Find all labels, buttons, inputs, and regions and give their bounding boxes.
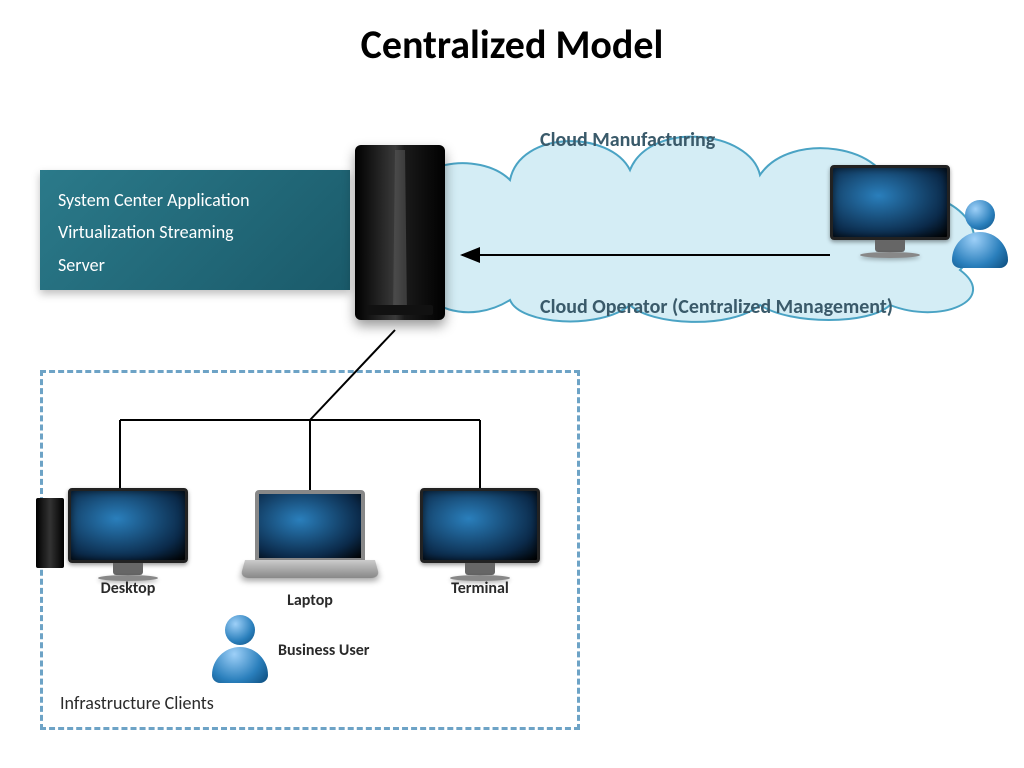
monitor-screen-icon [830, 165, 950, 240]
server-box-line2: Virtualization Streaming [58, 216, 332, 248]
operator-user-icon [950, 200, 1010, 270]
page-title: Centralized Model [0, 20, 1024, 69]
desktop-tower-icon [36, 498, 64, 568]
business-user-icon [210, 615, 270, 685]
business-user: Business User [210, 615, 369, 685]
server-box-line3: Server [58, 249, 332, 281]
cloud-bottom-label: Cloud Operator (Centralized Management) [540, 295, 893, 319]
server-title-box: System Center Application Virtualization… [40, 170, 350, 290]
desktop-device: Desktop [68, 488, 188, 598]
laptop-screen-icon [255, 490, 365, 560]
laptop-base-icon [240, 560, 380, 578]
laptop-label: Laptop [245, 591, 375, 610]
terminal-screen-icon [420, 488, 540, 563]
server-box-line1: System Center Application [58, 184, 332, 216]
desktop-screen-icon [68, 488, 188, 563]
terminal-label: Terminal [420, 579, 540, 598]
operator-terminal [830, 165, 950, 250]
laptop-device: Laptop [245, 490, 375, 610]
infrastructure-clients-label: Infrastructure Clients [60, 692, 214, 714]
desktop-label: Desktop [68, 579, 188, 598]
cloud-top-label: Cloud Manufacturing [540, 128, 715, 152]
server-tower-icon [345, 140, 455, 330]
business-user-label: Business User [278, 641, 369, 660]
terminal-device: Terminal [420, 488, 540, 598]
